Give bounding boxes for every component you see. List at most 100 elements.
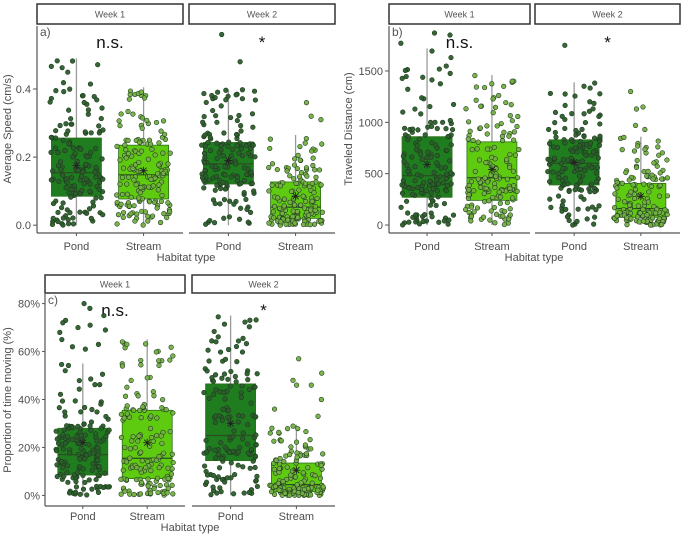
mean-marker <box>78 438 87 447</box>
data-point <box>211 391 217 397</box>
data-point <box>624 215 630 221</box>
data-point <box>562 42 568 48</box>
data-point <box>130 166 136 172</box>
data-point <box>77 491 83 497</box>
data-point <box>592 189 598 195</box>
data-point <box>64 179 70 186</box>
data-point <box>292 156 298 162</box>
data-point <box>165 475 171 482</box>
data-point <box>92 169 98 175</box>
data-point <box>467 128 473 134</box>
data-point <box>318 182 324 188</box>
y-tick-label: 0% <box>24 490 40 502</box>
data-point <box>138 357 144 364</box>
facet-strip <box>191 274 336 294</box>
data-point <box>75 423 81 429</box>
data-point <box>69 187 75 193</box>
data-point <box>545 168 551 175</box>
data-point <box>100 176 106 182</box>
data-point <box>592 80 598 86</box>
data-point <box>72 151 78 157</box>
data-point <box>135 393 141 399</box>
data-point <box>437 81 443 87</box>
data-point <box>82 404 88 411</box>
data-point <box>168 471 175 477</box>
data-point <box>589 204 595 210</box>
data-point <box>579 158 585 164</box>
facet-strip-label: Week 2 <box>248 280 278 290</box>
data-point <box>319 370 325 376</box>
data-point <box>215 474 221 480</box>
data-point <box>309 148 315 154</box>
data-point <box>295 214 301 220</box>
data-point <box>633 164 640 171</box>
data-point <box>506 164 513 170</box>
data-point <box>60 432 66 438</box>
data-point <box>118 434 125 441</box>
data-point <box>170 410 176 416</box>
data-point <box>96 123 102 129</box>
data-point <box>244 371 250 377</box>
data-point <box>290 377 296 383</box>
data-point <box>427 103 433 110</box>
data-point <box>403 198 410 204</box>
data-point <box>420 218 426 225</box>
data-point <box>156 454 162 460</box>
data-point <box>234 117 240 124</box>
data-point <box>168 344 174 350</box>
data-point <box>212 447 218 453</box>
data-point <box>273 457 279 463</box>
data-point <box>164 490 170 496</box>
data-point <box>496 189 502 195</box>
data-point <box>78 409 84 415</box>
data-point <box>450 101 457 108</box>
data-point <box>555 193 562 199</box>
data-point <box>114 192 120 198</box>
data-point <box>95 62 101 68</box>
panel-letter: a) <box>40 25 51 39</box>
data-point <box>621 134 627 140</box>
data-point <box>400 109 406 115</box>
data-point <box>125 137 131 143</box>
data-point <box>245 150 251 156</box>
data-point <box>94 409 100 415</box>
data-point <box>203 479 210 485</box>
data-point <box>48 177 54 183</box>
mean-marker <box>224 156 233 165</box>
data-point <box>274 166 280 173</box>
data-point <box>548 204 554 210</box>
data-point <box>307 437 313 443</box>
data-point <box>101 437 107 443</box>
data-point <box>572 145 578 151</box>
data-point <box>466 192 472 198</box>
data-point <box>139 125 145 131</box>
data-point <box>215 334 221 340</box>
data-point <box>131 203 137 209</box>
data-point <box>220 180 226 186</box>
data-point <box>641 218 647 224</box>
facet-strip <box>44 274 186 294</box>
data-point <box>57 391 64 397</box>
data-point <box>429 214 435 220</box>
data-point <box>124 341 130 347</box>
data-point <box>145 458 151 464</box>
data-point <box>69 436 76 442</box>
data-point <box>239 153 246 159</box>
data-point <box>565 157 571 163</box>
data-point <box>650 176 656 182</box>
data-point <box>239 383 245 389</box>
data-point <box>93 145 99 152</box>
y-tick-label: 0.2 <box>16 152 31 164</box>
data-point <box>296 356 302 362</box>
data-point <box>272 483 278 489</box>
data-point <box>275 195 281 201</box>
data-point <box>155 171 161 177</box>
data-point <box>281 459 287 465</box>
data-point <box>122 393 129 399</box>
data-point <box>49 221 56 228</box>
data-point <box>232 373 238 380</box>
data-point <box>562 125 568 132</box>
data-point <box>230 434 236 440</box>
data-point <box>472 168 478 175</box>
data-point <box>500 213 506 219</box>
